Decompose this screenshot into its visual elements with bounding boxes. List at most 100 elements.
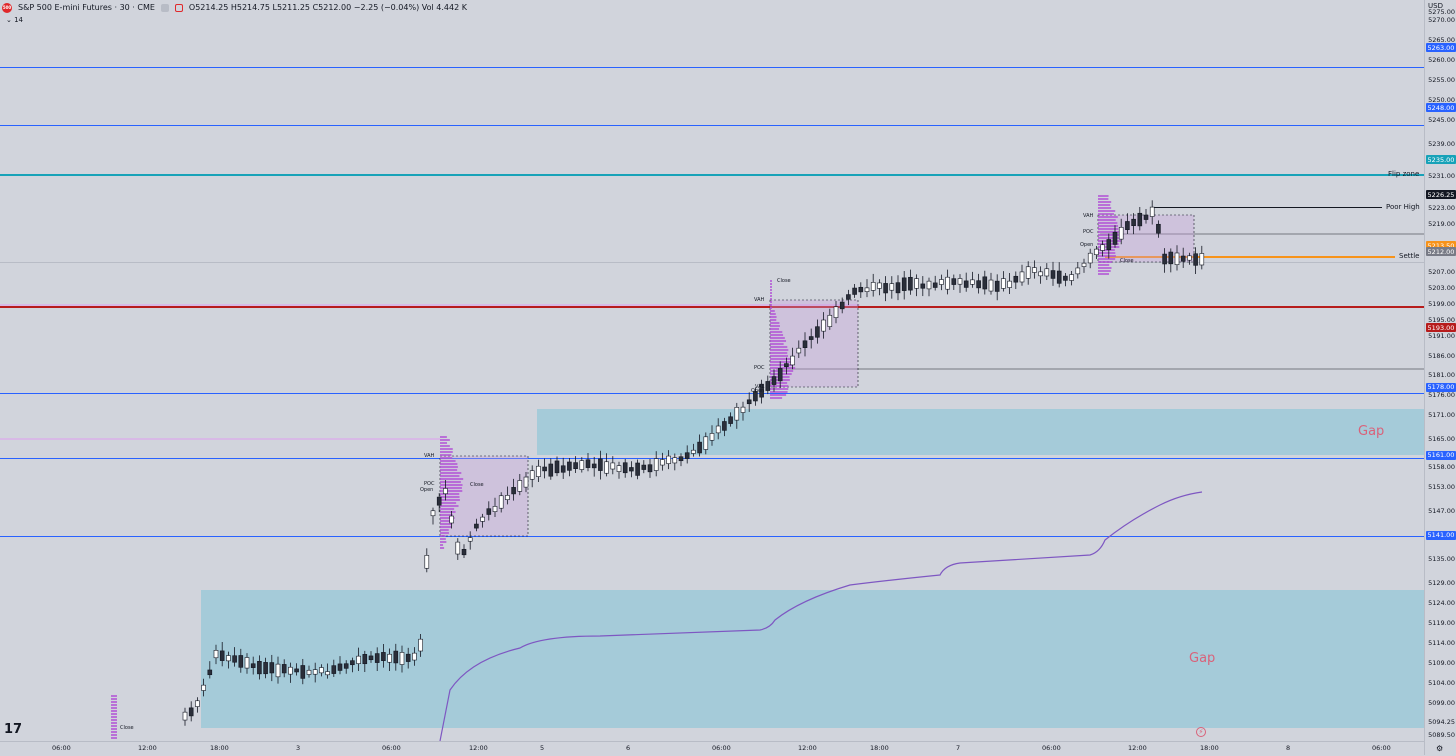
candle-body bbox=[195, 700, 200, 707]
candle-body bbox=[963, 280, 969, 288]
candle-body bbox=[1019, 271, 1025, 283]
price-tag[interactable]: 5161.00 bbox=[1426, 450, 1456, 460]
candle-body bbox=[523, 476, 529, 488]
level-line-5248[interactable] bbox=[0, 125, 1424, 126]
indicator-toggle[interactable]: ⌄ 14 bbox=[6, 16, 23, 24]
profile-bar bbox=[770, 334, 784, 336]
profile-bar bbox=[440, 448, 453, 450]
profile-bar bbox=[440, 508, 455, 510]
candle-body bbox=[1162, 253, 1167, 265]
time-tick-label: 12:00 bbox=[798, 744, 817, 752]
poor-high-line[interactable] bbox=[1152, 207, 1382, 208]
profile-bar bbox=[440, 484, 463, 486]
candle-body bbox=[926, 280, 932, 290]
candle-body bbox=[387, 653, 392, 663]
time-axis[interactable]: 06:00 12:00 18:00 3 06:00 12:00 5 6 06:00 12:00 18… bbox=[0, 741, 1424, 756]
candle-body bbox=[957, 278, 963, 285]
profile-bar bbox=[770, 298, 772, 300]
price-tick-label: 5191.00 bbox=[1428, 331, 1455, 340]
price-tick-label: 5135.00 bbox=[1428, 555, 1455, 564]
price-tag[interactable]: 5248.00 bbox=[1426, 103, 1456, 113]
price-tag[interactable]: 5141.00 bbox=[1426, 530, 1456, 540]
profile-bar bbox=[111, 698, 117, 700]
profile-close-label: Close bbox=[470, 482, 484, 488]
price-tick-label: 5181.00 bbox=[1428, 371, 1455, 380]
level-line-5161[interactable] bbox=[0, 458, 1424, 459]
price-tag[interactable]: 5213.50 bbox=[1426, 241, 1456, 251]
profile-bar bbox=[1098, 231, 1123, 233]
time-tick-label: 5 bbox=[540, 744, 545, 752]
candle-body bbox=[1044, 268, 1050, 277]
profile-bar bbox=[440, 451, 453, 453]
candle-body bbox=[1199, 253, 1205, 266]
price-tag[interactable]: 5263.00 bbox=[1426, 43, 1456, 53]
candle-body bbox=[1180, 255, 1186, 262]
profile-bar bbox=[440, 523, 452, 525]
price-tag[interactable]: 5226.25 bbox=[1426, 190, 1456, 200]
profile-bar bbox=[770, 361, 792, 363]
price-tick-label: 5124.00 bbox=[1428, 599, 1455, 608]
candle-body bbox=[213, 650, 219, 659]
candle-body bbox=[1149, 206, 1155, 217]
price-tick-label: 5094.25 bbox=[1428, 718, 1455, 727]
settle-line[interactable] bbox=[1105, 256, 1395, 258]
candle-body bbox=[691, 449, 696, 454]
price-chart-svg[interactable] bbox=[0, 0, 1424, 741]
candle-body bbox=[269, 662, 275, 674]
profile-bar bbox=[1098, 249, 1115, 251]
candle-body bbox=[294, 668, 299, 673]
flip-zone-line[interactable] bbox=[0, 174, 1424, 176]
chart-area[interactable]: 500 S&P 500 E-mini Futures · 30 · CME O5… bbox=[0, 0, 1424, 741]
time-tick-label: 06:00 bbox=[712, 744, 731, 752]
candle-body bbox=[350, 660, 355, 666]
profile-bar bbox=[1098, 219, 1116, 221]
time-tick-label: 8 bbox=[1286, 744, 1291, 752]
profile-bar bbox=[440, 520, 452, 522]
chart-control-icon[interactable] bbox=[160, 3, 169, 12]
profile-bar bbox=[440, 463, 458, 465]
candle-body bbox=[250, 663, 256, 668]
candle-body bbox=[343, 663, 349, 669]
price-tag[interactable]: 5178.00 bbox=[1426, 382, 1456, 392]
candle-body bbox=[889, 283, 895, 291]
level-line-5263[interactable] bbox=[0, 67, 1424, 68]
bolt-icon[interactable]: ⚡ bbox=[1196, 727, 1206, 737]
symbol-title[interactable]: S&P 500 E-mini Futures · 30 · CME bbox=[18, 3, 155, 12]
gear-icon[interactable]: ⚙ bbox=[1436, 744, 1444, 753]
price-axis[interactable]: USD 5275.00 5270.00 5265.00 5260.00 5255.00 5… bbox=[1424, 0, 1456, 755]
time-tick-label: 18:00 bbox=[1200, 744, 1219, 752]
candle-body bbox=[492, 506, 498, 512]
profile-bar bbox=[1098, 273, 1110, 275]
candle-body bbox=[207, 669, 213, 676]
level-line-5178[interactable] bbox=[0, 393, 1424, 394]
candle-body bbox=[939, 279, 944, 285]
level-line-5141[interactable] bbox=[0, 536, 1424, 537]
profile-bar bbox=[1098, 216, 1118, 218]
price-tick-label: 5231.00 bbox=[1428, 171, 1455, 180]
profile-bar bbox=[770, 310, 775, 312]
price-tick-label: 5176.00 bbox=[1428, 391, 1455, 400]
price-tag[interactable]: 5212.00 bbox=[1426, 247, 1456, 257]
last-price-line bbox=[0, 262, 1424, 263]
chart-control-icon[interactable] bbox=[174, 3, 183, 12]
tv-logo-icon[interactable]: 17 bbox=[4, 722, 23, 737]
candle-body bbox=[1168, 251, 1174, 265]
candle-body bbox=[263, 662, 268, 675]
candle-body bbox=[660, 459, 665, 466]
profile-bar bbox=[440, 544, 444, 546]
value-area-box[interactable] bbox=[769, 299, 859, 388]
candle-body bbox=[567, 461, 572, 471]
candle-body bbox=[753, 391, 758, 402]
candle-body bbox=[976, 280, 981, 289]
candle-body bbox=[877, 282, 882, 289]
red-level-line[interactable] bbox=[0, 306, 1424, 308]
price-tag[interactable]: 5235.00 bbox=[1426, 155, 1456, 165]
chart-header: 500 S&P 500 E-mini Futures · 30 · CME O5… bbox=[2, 1, 467, 14]
profile-poc-label: POC bbox=[424, 481, 435, 487]
profile-close-label: Close bbox=[120, 725, 134, 731]
price-tag[interactable]: 5193.00 bbox=[1426, 323, 1456, 333]
candle-body bbox=[1137, 212, 1143, 227]
profile-open-label: Open bbox=[420, 487, 434, 493]
profile-bar bbox=[1098, 210, 1116, 212]
candle-body bbox=[300, 665, 306, 679]
